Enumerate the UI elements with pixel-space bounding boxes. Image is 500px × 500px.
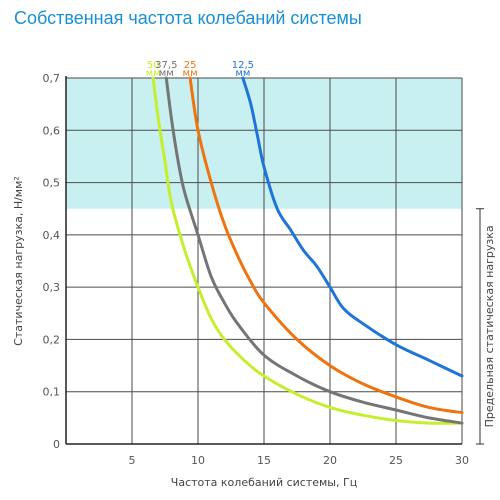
series-unit-12-5: мм: [235, 68, 250, 79]
series-line-50: [151, 76, 464, 425]
x-tick-label: 20: [323, 454, 337, 467]
y-tick-label: 0,2: [43, 333, 61, 346]
y-tick-label: 0,6: [43, 124, 61, 137]
series-line-12-5: [241, 76, 464, 378]
tick-labels: 5 10 15 20 25 30 0 0,1 0,2 0,3 0,4 0,5 0,6 0,7: [43, 72, 470, 467]
series-label-37-5: 37,5: [155, 60, 177, 71]
series-line-25: [188, 76, 464, 415]
y-tick-label: 0,5: [43, 177, 61, 190]
series-unit-50: мм: [146, 68, 161, 79]
series-unit-25: мм: [183, 68, 198, 79]
x-tick-label: 5: [129, 454, 136, 467]
x-tick-label: 30: [455, 454, 469, 467]
y-tick-label: 0,1: [43, 386, 61, 399]
series-label-50: 50: [147, 60, 160, 71]
series-lines: [151, 76, 464, 425]
x-tick-label: 10: [191, 454, 205, 467]
axes: [65, 76, 462, 445]
y-tick-label: 0,7: [43, 72, 61, 85]
limit-bracket: Предельная статическая нагрузка: [476, 208, 496, 445]
y-axis-label: Статическая нагрузка, Н/мм²: [12, 176, 25, 346]
y-tick-label: 0: [53, 438, 60, 451]
y-tick-label: 0,4: [43, 229, 61, 242]
x-tick-label: 25: [389, 454, 403, 467]
bracket-label: Предельная статическая нагрузка: [483, 225, 496, 427]
x-tick-label: 15: [257, 454, 271, 467]
series-label-12-5: 12,5: [232, 60, 254, 71]
grid-lines: [66, 77, 463, 444]
chart-title: Собственная частота колебаний системы: [14, 8, 362, 28]
series-unit-37-5: мм: [159, 68, 174, 79]
y-tick-label: 0,3: [43, 281, 61, 294]
series-line-37-5: [164, 76, 464, 425]
series-label-25: 25: [184, 60, 197, 71]
x-axis-label: Частота колебаний системы, Гц: [171, 476, 357, 489]
